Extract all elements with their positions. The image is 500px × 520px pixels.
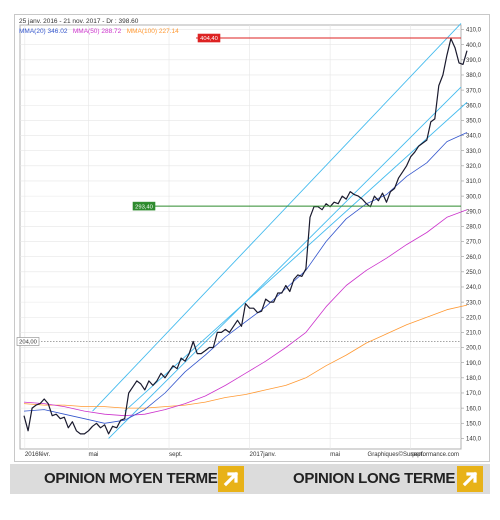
channel-line-middle bbox=[124, 101, 468, 412]
chart-credit: Graphiques©Surperformance.com bbox=[368, 451, 459, 458]
y-tick-label: 370,0 bbox=[466, 88, 482, 94]
level-label-box-resistance bbox=[197, 33, 221, 43]
y-tick-label: 360,0 bbox=[466, 103, 482, 109]
x-tick-label: sept. bbox=[411, 451, 425, 458]
y-tick-label: 220,0 bbox=[466, 315, 482, 321]
chart-last-price: Dr : 398.60 bbox=[106, 18, 139, 25]
y-tick-label: 260,0 bbox=[466, 255, 482, 261]
channel-line-lower bbox=[108, 86, 462, 439]
x-tick-label: 2016févr. bbox=[25, 451, 51, 458]
price-chart: 140,0 150,0 160,0 170,0 180,0 190,0 200,0 210,0… bbox=[16, 23, 482, 458]
ma-line-mma50 bbox=[23, 209, 468, 417]
y-tick-label: 230,0 bbox=[466, 300, 482, 306]
legend-ma50: MMA(50) 288.72 bbox=[72, 28, 122, 35]
ma-line-mma20 bbox=[23, 132, 468, 424]
y-tick-label: 290,0 bbox=[466, 209, 482, 215]
chart-frame: 140,0 150,0 160,0 170,0 180,0 190,0 200,0 210,0… bbox=[14, 14, 490, 462]
level-label-reference: 204,00 bbox=[19, 340, 37, 346]
y-tick-label: 250,0 bbox=[466, 270, 482, 276]
y-tick-label: 140,0 bbox=[466, 437, 482, 443]
x-tick-label: mai bbox=[330, 451, 340, 458]
level-label-box-support bbox=[132, 201, 156, 211]
opinion-long-term-label[interactable]: OPINION LONG TERME bbox=[293, 470, 456, 487]
chart-header: 25 janv. 2016 - 21 nov. 2017 - Dr : 398.… bbox=[19, 18, 139, 25]
chart-period: 25 janv. 2016 - 21 nov. 2017 bbox=[19, 18, 101, 25]
y-tick-label: 400,0 bbox=[466, 43, 482, 49]
x-tick-label: 2017janv. bbox=[250, 451, 277, 458]
arrow-up-right-icon[interactable] bbox=[218, 466, 244, 492]
ma-line-mma100 bbox=[23, 304, 468, 409]
legend-ma100: MMA(100) 227.14 bbox=[126, 28, 179, 35]
y-tick-label: 180,0 bbox=[466, 376, 482, 382]
level-label-resistance: 404,40 bbox=[200, 36, 218, 42]
x-tick-label: mai bbox=[88, 451, 98, 458]
legend-ma20: MMA(20) 346.02 bbox=[19, 28, 68, 35]
y-tick-label: 300,0 bbox=[466, 194, 482, 200]
y-tick-label: 380,0 bbox=[466, 73, 482, 79]
y-tick-label: 410,0 bbox=[466, 28, 482, 34]
y-tick-label: 390,0 bbox=[466, 58, 482, 64]
price-line bbox=[23, 38, 468, 435]
y-tick-label: 330,0 bbox=[466, 149, 482, 155]
y-tick-label: 320,0 bbox=[466, 164, 482, 170]
y-tick-label: 270,0 bbox=[466, 240, 482, 246]
arrow-up-right-icon[interactable] bbox=[457, 466, 483, 492]
y-tick-label: 200,0 bbox=[466, 346, 482, 352]
y-tick-label: 210,0 bbox=[466, 331, 482, 337]
channel-line-upper bbox=[92, 23, 462, 412]
opinion-bar: OPINION MOYEN TERME OPINION LONG TERME bbox=[10, 464, 490, 494]
y-tick-label: 170,0 bbox=[466, 391, 482, 397]
y-tick-label: 240,0 bbox=[466, 285, 482, 291]
level-label-support: 293,40 bbox=[135, 204, 153, 210]
y-tick-label: 280,0 bbox=[466, 225, 482, 231]
ma-legend: MMA(20) 346.02 MMA(50) 288.72 MMA(100) 2… bbox=[19, 28, 179, 35]
y-tick-label: 160,0 bbox=[466, 406, 482, 412]
y-tick-label: 190,0 bbox=[466, 361, 482, 367]
y-tick-label: 150,0 bbox=[466, 421, 482, 427]
y-tick-label: 310,0 bbox=[466, 179, 482, 185]
opinion-medium-term-label[interactable]: OPINION MOYEN TERME bbox=[44, 470, 218, 487]
level-label-box-reference bbox=[16, 337, 40, 346]
plot-area bbox=[19, 24, 462, 450]
y-tick-label: 340,0 bbox=[466, 134, 482, 140]
x-tick-label: sept. bbox=[169, 451, 183, 458]
y-tick-label: 350,0 bbox=[466, 119, 482, 125]
